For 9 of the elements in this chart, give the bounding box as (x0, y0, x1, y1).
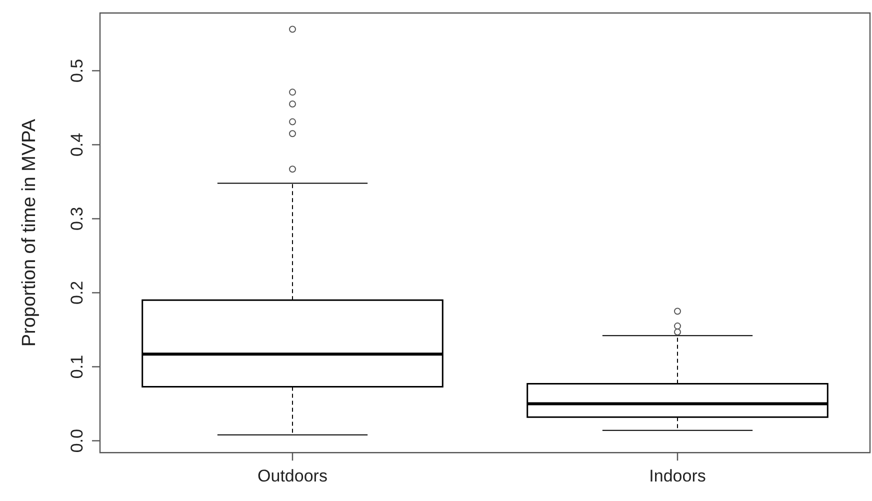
y-tick-label: 0.2 (68, 280, 87, 305)
y-tick-label: 0.3 (68, 206, 87, 231)
y-tick-label: 0.0 (68, 428, 87, 453)
y-axis-title: Proportion of time in MVPA (19, 118, 40, 347)
x-tick-label: Outdoors (258, 466, 328, 486)
y-tick-label: 0.5 (68, 58, 87, 83)
x-tick-label: Indoors (649, 466, 706, 486)
y-tick-label: 0.1 (68, 354, 87, 379)
y-tick-label: 0.4 (68, 132, 87, 157)
